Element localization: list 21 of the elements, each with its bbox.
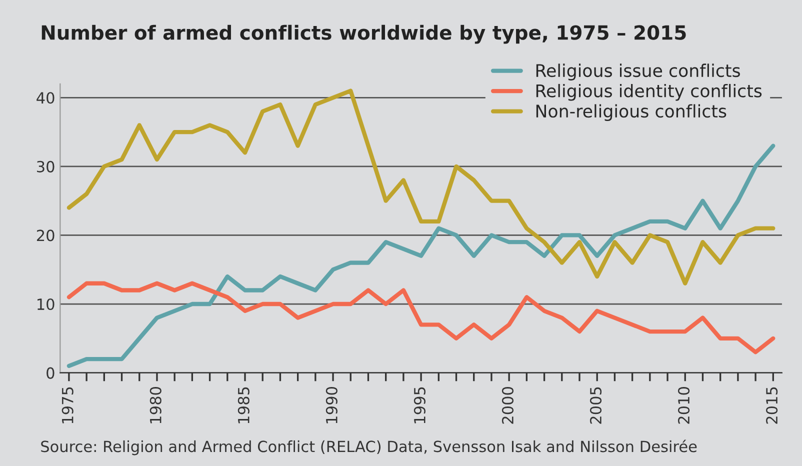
x-tick-label: 1975: [62, 387, 74, 424]
x-tick-label: 1995: [414, 387, 426, 424]
x-tick-label: 1990: [326, 387, 338, 424]
source-note: Source: Religion and Armed Conflict (RELAC) Data, Svensson Isak and Nilsson Desirée: [41, 440, 697, 456]
legend-label: Religious identity conflicts: [536, 84, 762, 101]
x-tick-label: 2005: [590, 387, 602, 424]
legend-label: Non-religious conflicts: [536, 104, 726, 122]
y-tick-label: 10: [38, 298, 54, 310]
y-tick-label: 20: [36, 230, 54, 242]
chart-title: Number of armed conflicts worldwide by type, 1975 – 2015: [42, 24, 686, 44]
x-tick-label: 2015: [766, 387, 778, 424]
line-series: [66, 281, 776, 354]
legend-label: Religious issue conflicts: [536, 64, 740, 80]
x-tick-label: 2010: [678, 387, 690, 424]
x-tick-label: 1985: [238, 387, 250, 424]
x-tick-label: 2000: [502, 387, 514, 424]
line-series: [66, 144, 776, 368]
y-tick-label: 40: [36, 92, 54, 104]
y-tick-label: 30: [37, 160, 54, 172]
y-tick-label: 0: [46, 367, 54, 379]
x-tick-label: 1980: [150, 387, 162, 424]
